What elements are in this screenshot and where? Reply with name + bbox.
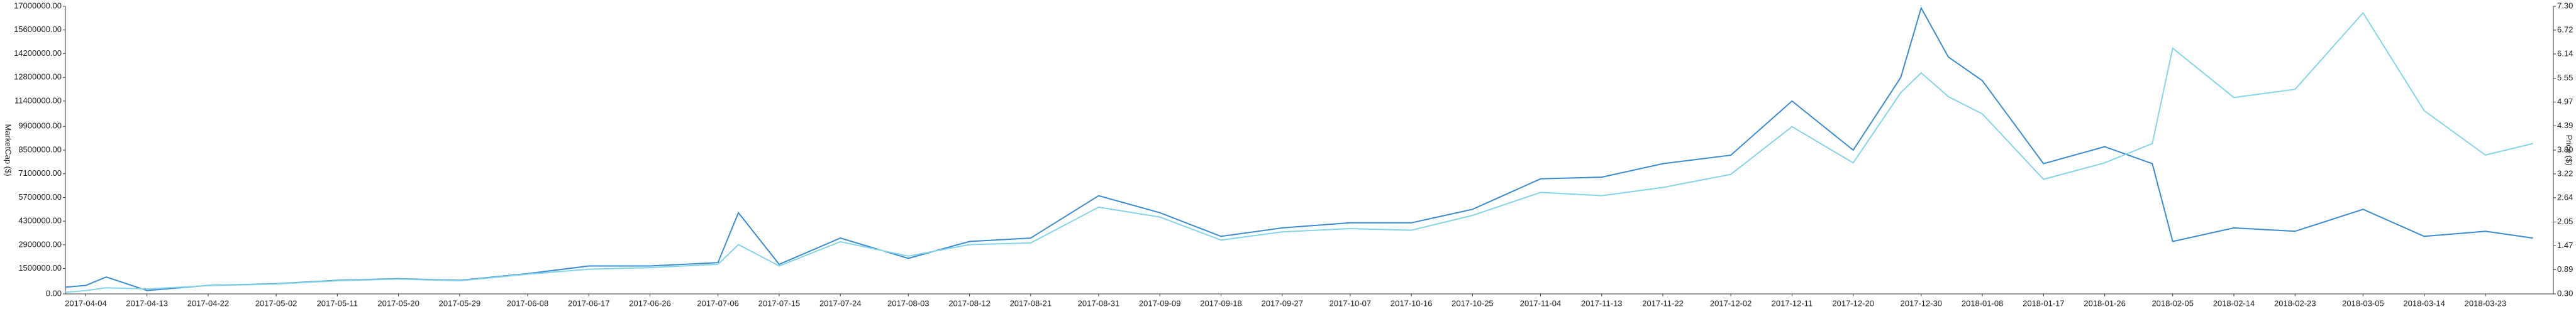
y2-axis-title: Price ($) [2565,134,2574,165]
x-tick-label: 2017-09-09 [1139,298,1181,308]
x-tick-label: 2017-07-15 [758,298,801,308]
x-tick-label: 2017-08-03 [887,298,930,308]
x-tick-label: 2018-01-08 [1962,298,2004,308]
y2-tick-label: 2.05 [2557,217,2573,226]
y-tick-label: 11400000.00 [14,95,62,105]
x-tick-label: 2017-12-02 [1710,298,1752,308]
y2-tick-label: 6.72 [2557,24,2573,34]
x-tick-label: 2017-07-06 [697,298,739,308]
y2-tick-label: 3.22 [2557,168,2573,178]
x-tick-label: 2017-06-26 [629,298,671,308]
y2-tick-label: 5.55 [2557,73,2573,82]
y-tick-label: 14200000.00 [14,48,62,58]
x-tick-label: 2017-05-11 [317,298,358,308]
x-tick-label: 2018-01-17 [2023,298,2065,308]
y-tick-label: 5700000.00 [18,192,62,202]
x-tick-label: 2018-03-14 [2403,298,2445,308]
x-tick-label: 2017-04-22 [187,298,230,308]
x-tick-label: 2018-01-26 [2084,298,2126,308]
y2-tick-label: 7.30 [2557,1,2573,10]
x-tick-label: 2017-12-30 [1901,298,1943,308]
x-tick-label: 2017-11-13 [1581,298,1623,308]
x-tick-label: 2017-04-13 [126,298,168,308]
y-tick-label: 4300000.00 [18,216,62,225]
x-tick-label: 2018-02-05 [2151,298,2194,308]
y-tick-label: 17000000.00 [14,1,62,10]
y2-tick-label: 2.64 [2557,192,2573,202]
line-series [65,6,2533,291]
y2-tick-label: 3.80 [2557,144,2573,154]
x-tick-label: 2017-10-07 [1330,298,1372,308]
y2-tick-label: 6.14 [2557,48,2573,58]
y-tick-label: 1500000.00 [18,263,62,273]
x-tick-label: 2018-02-14 [2213,298,2255,308]
x-tick-label: 2017-12-11 [1772,298,1813,308]
y2-tick-label: 4.97 [2557,97,2573,106]
x-tick-label: 2018-03-05 [2342,298,2384,308]
x-tick-label: 2017-11-22 [1642,298,1684,308]
x-tick-label: 2017-10-25 [1452,298,1494,308]
x-tick-label: 2017-05-02 [255,298,297,308]
x-tick-label: 2017-05-29 [439,298,481,308]
x-tick-label: 2017-05-20 [377,298,419,308]
y-tick-label: 7100000.00 [18,168,62,178]
line-series [65,11,2533,293]
y-tick-label: 12800000.00 [14,72,62,82]
y-tick-label: 8500000.00 [18,144,62,154]
y-tick-label: 0.00 [46,288,62,298]
y2-tick-label: 0.89 [2557,264,2573,274]
x-tick-label: 2017-08-21 [1010,298,1052,308]
y-tick-label: 15600000.00 [14,24,62,34]
x-tick-label: 2017-10-16 [1391,298,1433,308]
y-tick-label: 9900000.00 [18,121,62,131]
y2-tick-label: 4.39 [2557,121,2573,130]
x-tick-label: 2017-08-12 [948,298,991,308]
x-tick-label: 2017-08-31 [1078,298,1120,308]
x-tick-label: 2018-03-23 [2465,298,2507,308]
y2-tick-label: 1.47 [2557,241,2573,250]
x-tick-label: 2017-06-17 [568,298,610,308]
x-tick-label: 2017-09-27 [1262,298,1304,308]
x-tick-label: 2017-09-18 [1200,298,1242,308]
x-tick-label: 2017-12-20 [1832,298,1874,308]
x-tick-label: 2017-07-24 [819,298,862,308]
x-tick-label: 2018-02-23 [2274,298,2316,308]
y-tick-label: 2900000.00 [18,239,62,249]
x-tick-label: 2017-06-08 [507,298,549,308]
y-axis-title: MarketCap ($) [4,124,13,176]
x-tick-label: 2017-11-04 [1520,298,1562,308]
x-tick-label: 2017-04-04 [65,298,107,308]
y2-tick-label: 0.30 [2557,288,2573,298]
